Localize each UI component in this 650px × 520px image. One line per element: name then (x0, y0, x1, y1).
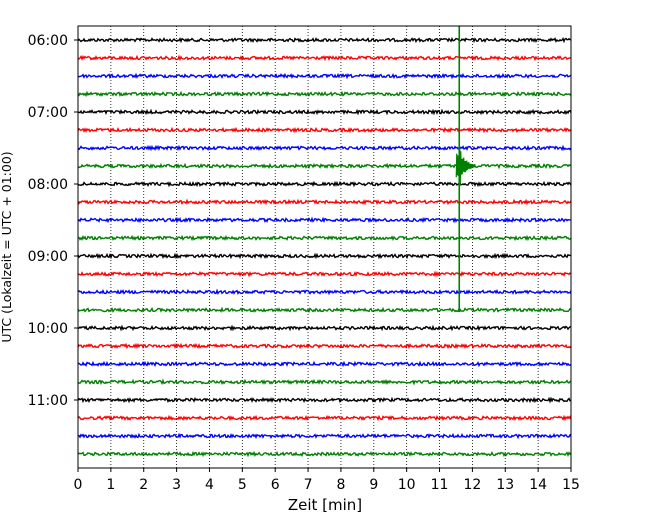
trace-12 (77, 234, 572, 242)
x-tick-label: 7 (304, 477, 313, 493)
x-tick-label: 9 (369, 477, 378, 493)
trace-1 (77, 36, 572, 44)
trace-9 (77, 180, 572, 188)
trace-10 (77, 198, 572, 206)
x-tick-label: 2 (139, 477, 148, 493)
trace-8 (77, 162, 572, 170)
trace-18 (77, 342, 572, 350)
x-tick-label: 1 (106, 477, 115, 493)
trace-6 (77, 126, 572, 134)
trace-2 (77, 54, 572, 62)
y-tick-label: 09:00 (28, 249, 68, 265)
trace-23 (77, 432, 572, 440)
x-tick-label: 15 (562, 477, 580, 493)
x-tick-label: 6 (271, 477, 280, 493)
trace-22 (77, 414, 572, 422)
event-signal (455, 26, 476, 312)
y-tick-label: 10:00 (28, 321, 68, 337)
x-tick-label: 11 (431, 477, 449, 493)
trace-24 (77, 450, 572, 458)
x-tick-label: 8 (336, 477, 345, 493)
trace-11 (77, 216, 572, 224)
trace-13 (77, 252, 572, 260)
x-tick-label: 10 (398, 477, 416, 493)
trace-7 (77, 144, 572, 152)
x-tick-label: 4 (205, 477, 214, 493)
trace-14 (77, 270, 572, 278)
x-tick-label: 5 (238, 477, 247, 493)
x-tick-label: 3 (172, 477, 181, 493)
trace-21 (77, 396, 572, 404)
traces (77, 36, 572, 458)
y-tick-label: 06:00 (28, 33, 68, 49)
trace-17 (77, 324, 572, 332)
trace-16 (77, 306, 572, 314)
trace-15 (77, 288, 572, 296)
y-axis: 06:00 07:00 08:00 09:00 10:00 11:00 (28, 33, 78, 409)
event-waveform (455, 146, 476, 186)
plot-frame (77, 25, 572, 469)
y-axis-label: UTC (Lokalzeit = UTC + 01:00) (0, 151, 14, 342)
trace-20 (77, 378, 572, 386)
trace-19 (77, 360, 572, 368)
trace-4 (77, 90, 572, 98)
x-tick-label: 14 (529, 477, 547, 493)
x-tick-label: 13 (496, 477, 514, 493)
y-tick-label: 11:00 (28, 393, 68, 409)
trace-5 (77, 108, 572, 116)
x-axis-label: Zeit [min] (288, 496, 362, 514)
x-tick-label: 12 (463, 477, 481, 493)
x-tick-label: 0 (74, 477, 83, 493)
y-tick-label: 08:00 (28, 177, 68, 193)
x-axis: 0 1 2 3 4 5 6 7 8 9 10 11 12 13 14 15 (74, 468, 580, 493)
y-tick-label: 07:00 (28, 105, 68, 121)
trace-3 (77, 72, 572, 80)
